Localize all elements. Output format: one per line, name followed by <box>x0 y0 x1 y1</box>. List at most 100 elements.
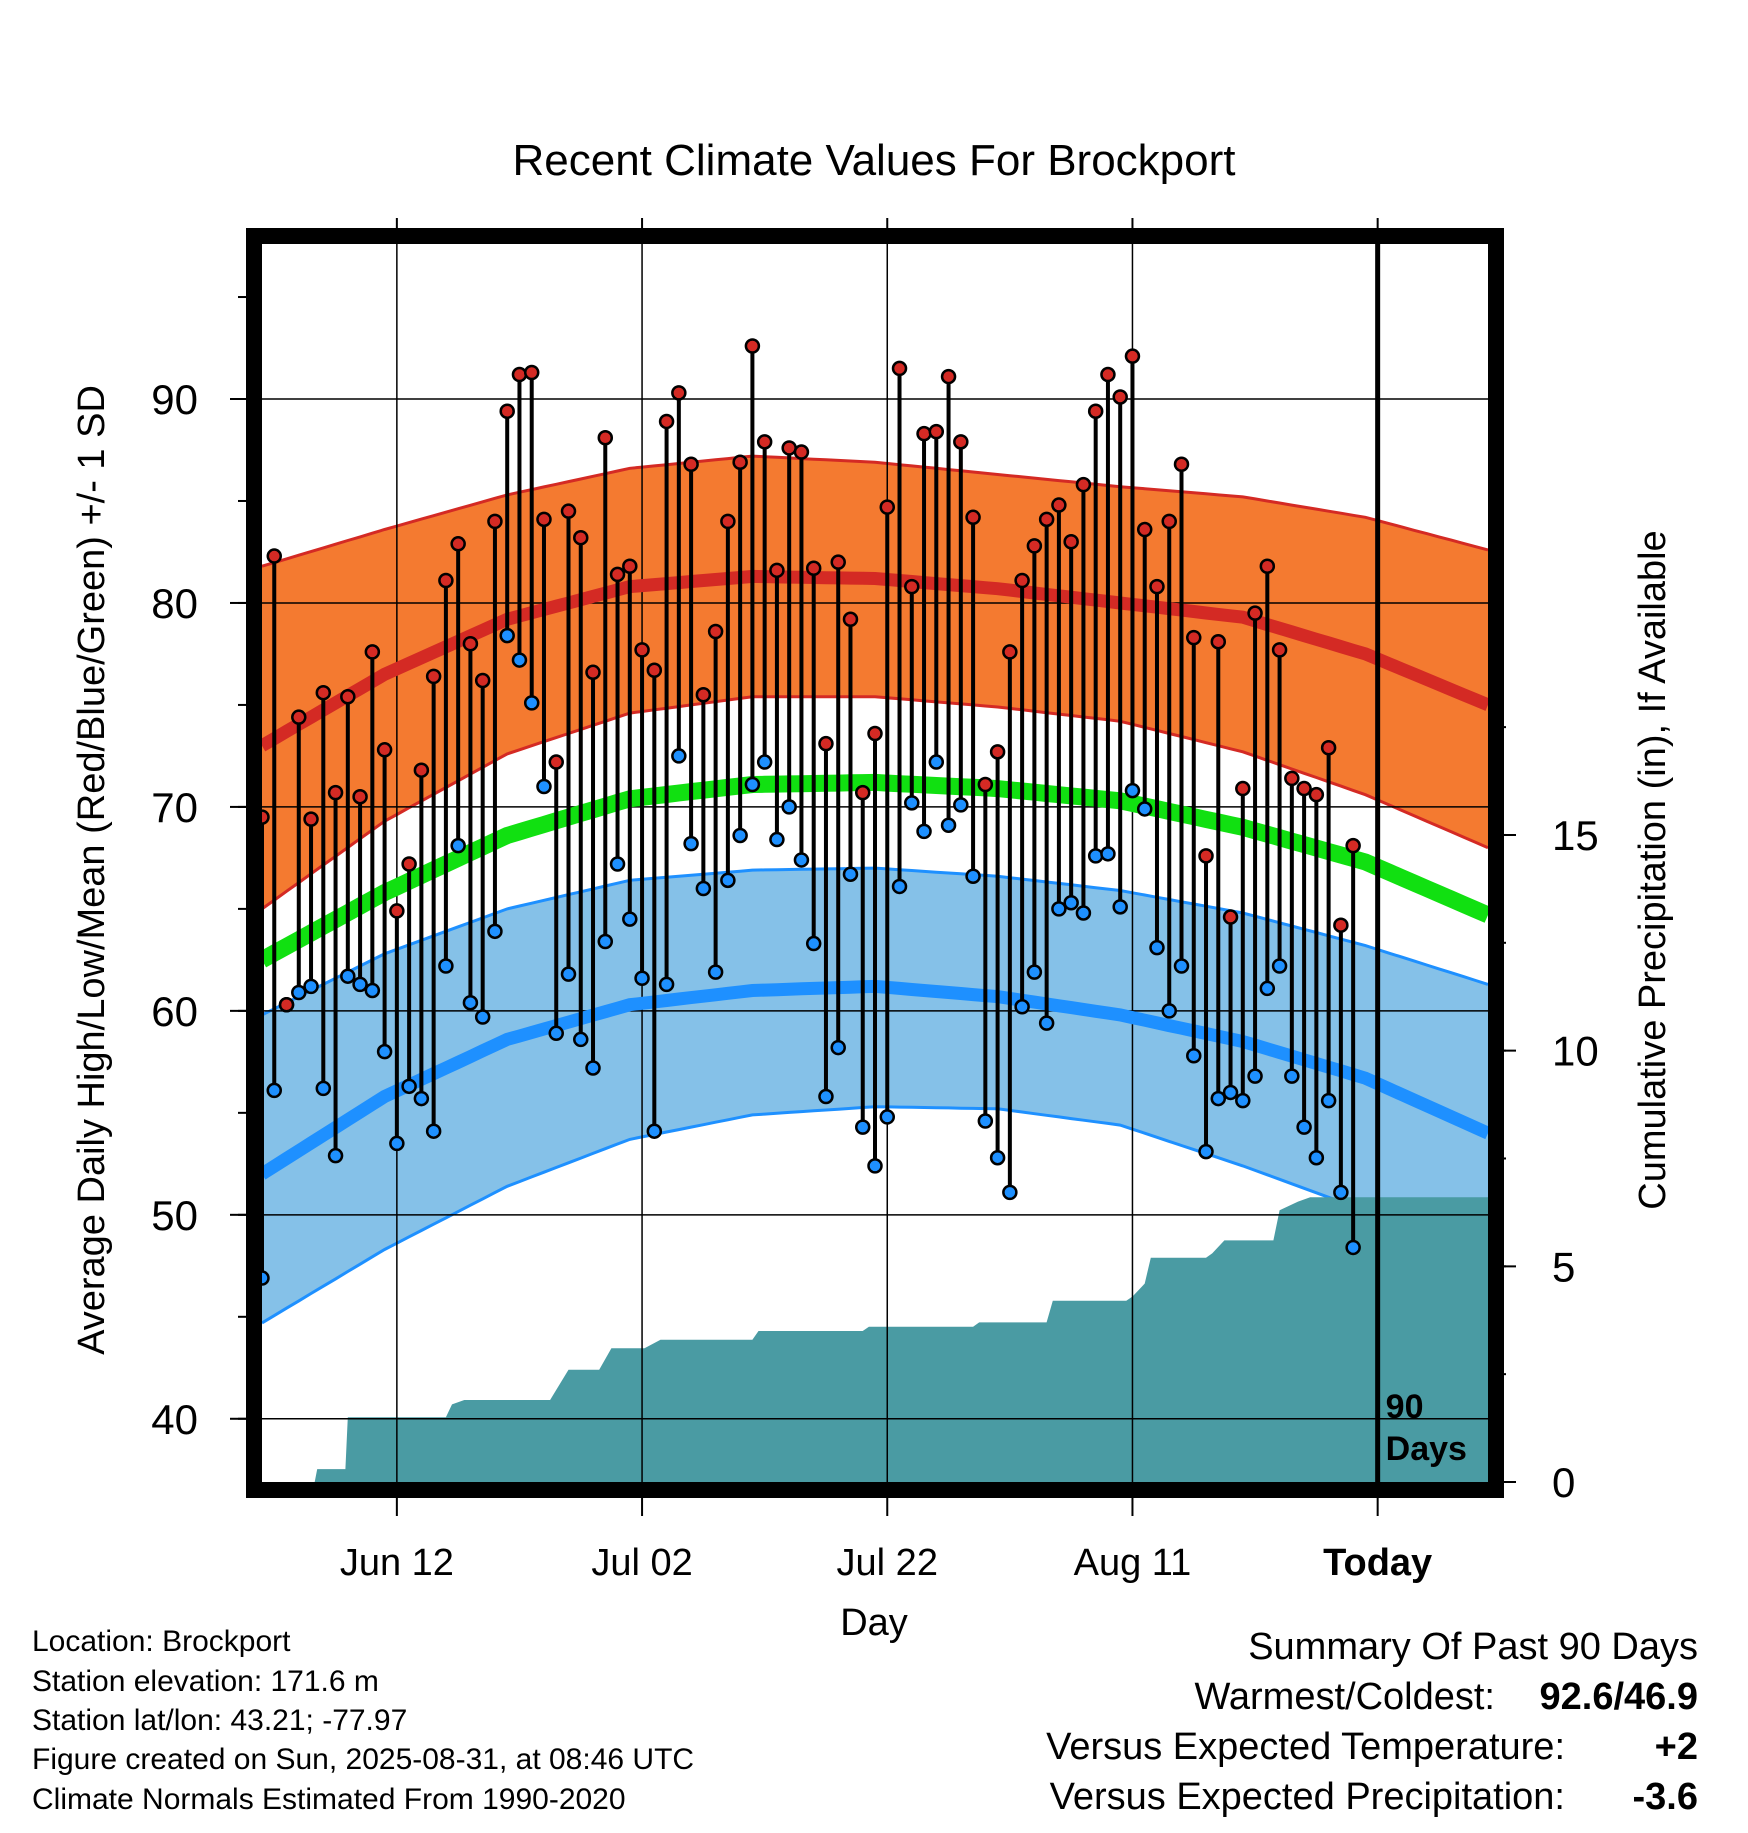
daily-low-point <box>781 799 797 815</box>
daily-low-point <box>1087 848 1104 864</box>
daily-low-point <box>683 835 699 852</box>
daily-high-point <box>1026 538 1043 554</box>
daily-low-point <box>364 982 381 999</box>
daily-high-point <box>450 536 466 552</box>
daily-low-point <box>1173 958 1190 974</box>
daily-low-point <box>1002 1184 1018 1201</box>
daily-high-point <box>940 368 957 385</box>
plot-area: 90 Days 40 50 60 70 80 90 0 5 10 15 Jun 12 Jul 02 Jul … <box>151 218 1599 1584</box>
x-axis-label: Day <box>840 1602 908 1644</box>
daily-low-point <box>327 1147 344 1164</box>
daily-high-point <box>438 572 454 589</box>
daily-low-point <box>1210 1090 1227 1107</box>
daily-high-point <box>597 430 614 446</box>
summary-warm-cold-label: Warmest/Coldest: <box>1194 1676 1495 1718</box>
daily-high-point <box>327 784 344 801</box>
daily-high-point <box>1063 534 1079 550</box>
daily-low-point <box>891 878 908 895</box>
daily-low-point <box>953 797 969 813</box>
daily-high-point <box>499 403 515 419</box>
daily-high-point <box>609 566 626 583</box>
daily-low-point <box>1136 801 1153 817</box>
daily-low-point <box>1296 1119 1312 1135</box>
daily-low-point <box>1124 782 1141 799</box>
y-axis-label: Average Daily High/Low/Mean (Red/Blue/Gr… <box>71 385 113 1355</box>
daily-high-point <box>1161 513 1177 530</box>
daily-high-point <box>805 560 822 577</box>
daily-high-point <box>989 744 1006 760</box>
daily-high-point <box>1149 578 1165 595</box>
daily-high-point <box>401 856 417 872</box>
daily-high-point <box>1284 770 1300 787</box>
x-tick-label: Jul 22 <box>837 1542 938 1584</box>
daily-high-point <box>818 735 834 752</box>
x-tick-label: Jun 12 <box>340 1542 454 1584</box>
daily-high-point <box>732 454 748 470</box>
daily-low-point <box>1271 958 1288 974</box>
daily-low-point <box>1345 1239 1361 1256</box>
daily-low-point <box>818 1088 834 1105</box>
x-tick-label: Aug 11 <box>1074 1542 1192 1584</box>
daily-high-point <box>585 664 601 681</box>
summary-warm-cold-value: 92.6/46.9 <box>1540 1676 1698 1718</box>
daily-high-point <box>523 364 540 381</box>
x-tick-label: Jul 02 <box>591 1542 692 1584</box>
daily-low-point <box>622 911 638 927</box>
daily-high-point <box>1186 629 1202 646</box>
daily-low-point <box>474 1009 491 1025</box>
daily-low-point <box>425 1123 442 1139</box>
daily-high-point <box>278 996 295 1013</box>
daily-low-point <box>744 776 761 793</box>
summary-heading: Summary Of Past 90 Days <box>1248 1626 1698 1668</box>
daily-high-point <box>1222 909 1239 925</box>
daily-low-point <box>793 852 810 868</box>
info-latlon: Station lat/lon: 43.21; -77.97 <box>32 1704 407 1737</box>
daily-low-point <box>499 627 515 644</box>
daily-low-point <box>1333 1184 1349 1201</box>
daily-high-point <box>1136 521 1153 538</box>
daily-high-point <box>364 644 381 660</box>
daily-low-point <box>511 652 528 668</box>
daily-low-point <box>340 968 356 984</box>
station-info: Location: Brockport Station elevation: 1… <box>32 1625 694 1816</box>
daily-low-point <box>904 795 920 811</box>
daily-low-point <box>585 1060 601 1076</box>
daily-low-point <box>940 817 957 834</box>
y2-tick-label: 0 <box>1552 1459 1575 1506</box>
daily-high-point <box>413 762 430 778</box>
daily-low-point <box>732 827 748 844</box>
y-tick-label: 60 <box>151 988 198 1035</box>
daily-high-point <box>842 611 859 628</box>
daily-high-point <box>291 709 307 725</box>
y-tick-label: 40 <box>151 1396 198 1443</box>
daily-low-point <box>671 748 687 764</box>
daily-low-point <box>1186 1047 1202 1064</box>
daily-high-point <box>303 811 319 827</box>
daily-high-point <box>756 434 773 450</box>
high-band-lower-edge <box>261 695 1489 911</box>
daily-high-point <box>352 788 368 805</box>
daily-high-point <box>315 684 332 701</box>
daily-high-point <box>1345 837 1361 854</box>
y2-tick-label: 5 <box>1552 1243 1575 1290</box>
daily-high-point <box>340 689 356 705</box>
daily-low-point <box>573 1031 589 1048</box>
daily-low-point <box>1026 964 1043 980</box>
summary-precip-value: -3.6 <box>1633 1776 1698 1818</box>
daily-low-point <box>315 1080 332 1097</box>
y2-tick-label: 15 <box>1552 812 1599 859</box>
summary-panel: Summary Of Past 90 Days Warmest/Coldest:… <box>1046 1626 1698 1818</box>
daily-low-point <box>1149 939 1165 956</box>
daily-low-point <box>376 1043 393 1060</box>
daily-low-point <box>965 868 981 885</box>
daily-low-point <box>1198 1143 1214 1160</box>
daily-low-point <box>707 964 724 980</box>
daily-high-point <box>1198 848 1214 864</box>
daily-high-point <box>474 672 491 689</box>
daily-high-point <box>376 742 393 758</box>
daily-low-point <box>401 1078 417 1095</box>
daily-low-point <box>352 976 368 993</box>
daily-low-point <box>389 1135 405 1152</box>
